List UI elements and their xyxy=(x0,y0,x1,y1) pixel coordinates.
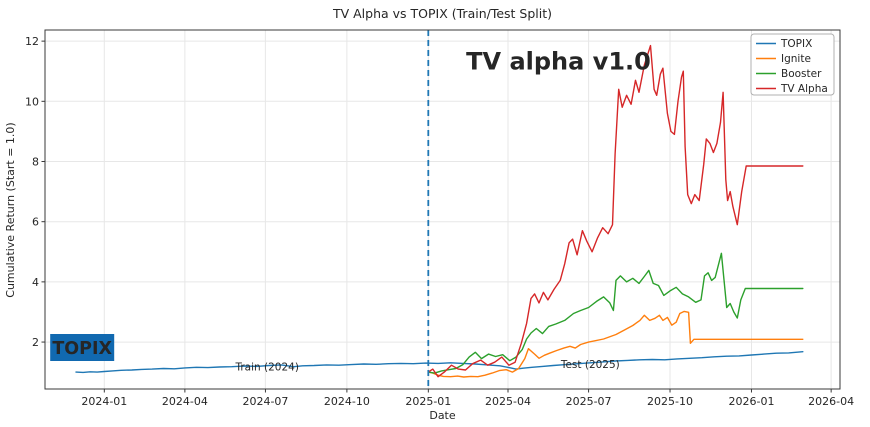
series-line-ignite xyxy=(427,310,804,378)
x-tick-label: 2024-04 xyxy=(162,395,208,408)
annotations: Train (2024) Test (2025) TV alpha v1.0 xyxy=(234,48,650,374)
series-line-booster xyxy=(427,252,804,374)
y-axis-label: Cumulative Return (Start = 1.0) xyxy=(4,122,17,297)
x-tick-label: 2026-01 xyxy=(728,395,774,408)
tv-alpha-version-label: TV alpha v1.0 xyxy=(466,48,651,76)
y-tick-label: 2 xyxy=(32,336,39,349)
x-axis-label: Date xyxy=(429,409,456,422)
legend-label-topix: TOPIX xyxy=(780,38,812,50)
chart-title: TV Alpha vs TOPIX (Train/Test Split) xyxy=(332,6,552,21)
x-tick-label: 2025-10 xyxy=(647,395,693,408)
legend-label-ignite: Ignite xyxy=(781,53,811,65)
y-tick-label: 10 xyxy=(25,95,39,108)
x-tick-label: 2025-07 xyxy=(566,395,612,408)
plot-border xyxy=(44,29,841,390)
gridlines xyxy=(45,30,840,389)
legend-label-booster: Booster xyxy=(781,68,822,80)
series-line-topix xyxy=(75,351,804,374)
y-tick-label: 6 xyxy=(32,216,39,229)
x-tick-label: 2024-01 xyxy=(81,395,127,408)
legend: TOPIX Ignite Booster TV Alpha xyxy=(750,33,835,96)
topix-badge-box xyxy=(50,334,115,361)
y-tick-label: 12 xyxy=(25,35,39,48)
x-tick-label: 2026-04 xyxy=(808,395,854,408)
legend-box xyxy=(750,33,835,96)
y-tick-label: 4 xyxy=(32,276,39,289)
x-tick-label: 2025-04 xyxy=(485,395,531,408)
x-tick-label: 2024-07 xyxy=(242,395,288,408)
series-lines xyxy=(75,44,804,378)
topix-badge: TOPIX xyxy=(50,334,115,361)
topix-badge-label: TOPIX xyxy=(52,339,112,359)
train-period-label: Train (2024) xyxy=(234,362,298,374)
axes: 2024-01 2024-04 2024-07 2024-10 2025-01 2025-… xyxy=(25,29,854,408)
y-tick-label: 8 xyxy=(32,156,39,169)
series-line-tv-alpha xyxy=(427,44,804,378)
x-tick-label: 2024-10 xyxy=(324,395,370,408)
test-period-label: Test (2025) xyxy=(560,359,620,371)
x-tick-label: 2025-01 xyxy=(405,395,451,408)
legend-label-tv-alpha: TV Alpha xyxy=(780,83,828,95)
